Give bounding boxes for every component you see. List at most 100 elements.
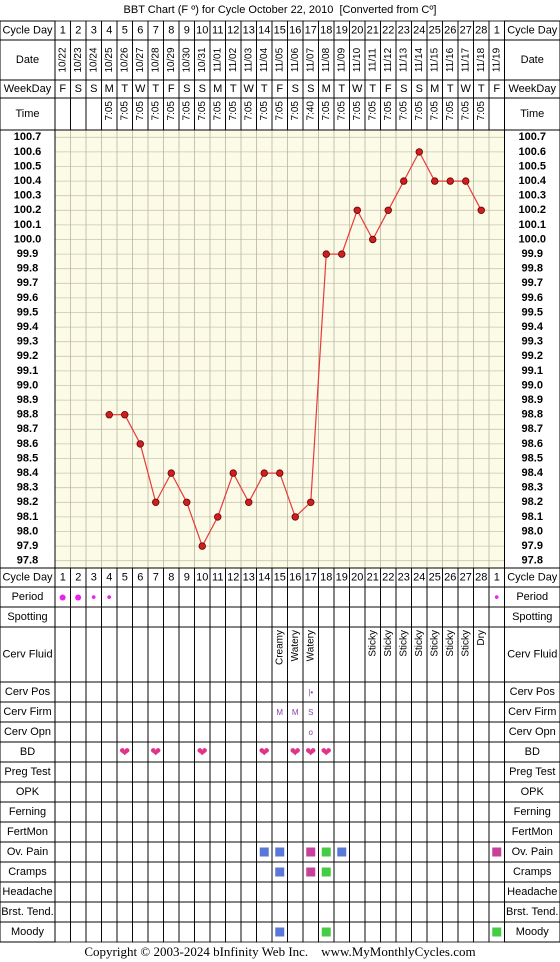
row-label: Cycle Day <box>507 24 558 36</box>
row-label: Cycle Day <box>507 571 558 583</box>
y-tick-label: 100.5 <box>14 160 42 172</box>
date-label: 10/30 <box>181 47 192 72</box>
cycle_day-label: 23 <box>398 571 410 583</box>
weekday-label: W <box>135 83 146 95</box>
y-tick-label: 99.5 <box>17 306 38 318</box>
weekday-label: T <box>230 83 237 95</box>
cycle_day-label: 5 <box>122 571 128 583</box>
cycle_day-label: 1 <box>494 571 500 583</box>
date-label: 10/22 <box>57 47 68 72</box>
date-label: 11/11 <box>367 48 378 72</box>
y-tick-label: 98.9 <box>17 394 38 406</box>
time-label: 7:05 <box>321 101 332 121</box>
date-label: 10/29 <box>166 47 177 72</box>
weekday-label: S <box>183 83 190 95</box>
time-label: 7:05 <box>367 101 378 121</box>
cycle_day-label: 16 <box>289 24 301 36</box>
row-label: Cerv Pos <box>510 686 556 698</box>
y-tick-label: 100.4 <box>518 175 546 187</box>
y-tick-label: 99.7 <box>522 277 543 289</box>
weekday-label: M <box>105 83 114 95</box>
y-tick-label: 98.0 <box>522 525 543 537</box>
label-cell <box>504 626 560 683</box>
date-label: 11/15 <box>429 47 440 72</box>
time-label: 7:05 <box>274 101 285 121</box>
row-label: OPK <box>521 786 545 798</box>
y-tick-label: 97.9 <box>17 540 38 552</box>
y-tick-label: 99.3 <box>17 336 38 348</box>
symptom-marker <box>259 847 269 857</box>
weekday-label: T <box>152 83 159 95</box>
row-label: Spotting <box>512 611 552 623</box>
y-tick-label: 97.8 <box>522 555 543 567</box>
y-tick-label: 98.2 <box>522 496 543 508</box>
cycle_day-label: 8 <box>168 24 174 36</box>
footer: Copyright © 2003-2024 bInfinity Web Inc.… <box>84 944 475 959</box>
y-tick-label: 99.7 <box>17 277 38 289</box>
plot-border <box>54 129 505 569</box>
cycle_day-label: 6 <box>137 571 143 583</box>
symptom-marker <box>306 847 316 857</box>
y-tick-label: 100.1 <box>14 219 42 231</box>
y-tick-label: 100.7 <box>518 131 546 143</box>
record-text: Creamy <box>274 630 285 665</box>
row-label: Date <box>16 54 39 66</box>
time-label: 7:05 <box>414 101 425 121</box>
y-tick-label: 99.9 <box>17 248 38 260</box>
date-label: 11/12 <box>383 47 394 72</box>
cycle_day-label: 15 <box>274 24 286 36</box>
y-tick-label: 99.5 <box>522 306 543 318</box>
y-tick-label: 99.0 <box>522 379 543 391</box>
y-tick-label: 99.9 <box>522 248 543 260</box>
row-label: Cerv Firm <box>3 706 51 718</box>
cycle_day-label: 5 <box>122 24 128 36</box>
cycle_day-label: 12 <box>227 24 239 36</box>
time-label: 7:05 <box>336 101 347 121</box>
time-label: 7:05 <box>197 101 208 121</box>
time-label: 7:05 <box>212 101 223 121</box>
cell <box>488 921 505 943</box>
weekday-label: W <box>352 83 363 95</box>
date-label: 11/18 <box>476 47 487 72</box>
weekday-label: M <box>322 83 331 95</box>
row-label: Moody <box>11 926 45 938</box>
date-label: 11/05 <box>274 47 285 72</box>
date-label: 11/16 <box>445 47 456 72</box>
cycle_day-label: 20 <box>351 571 363 583</box>
y-tick-label: 100.3 <box>518 190 546 202</box>
row-label: WeekDay <box>4 83 52 95</box>
cycle_day-label: 24 <box>413 24 425 36</box>
y-tick-label: 100.2 <box>14 204 42 216</box>
cycle_day-label: 19 <box>336 24 348 36</box>
weekday-label: S <box>75 83 82 95</box>
y-tick-label: 98.8 <box>17 409 38 421</box>
symptom-marker <box>321 867 331 877</box>
weekday-label: W <box>461 83 472 95</box>
date-label: 10/24 <box>88 47 99 72</box>
cycle_day-label: 10 <box>196 571 208 583</box>
y-tick-label: 100.2 <box>518 204 546 216</box>
cycle_day-label: 28 <box>475 24 487 36</box>
time-label: 7:40 <box>305 101 316 121</box>
row-label: Cerv Pos <box>5 686 51 698</box>
cycle_day-label: 17 <box>305 24 317 36</box>
date-label: 11/01 <box>212 47 223 72</box>
cycle_day-label: 21 <box>367 571 379 583</box>
row-label: FertMon <box>7 826 48 838</box>
temperature-point <box>291 513 299 521</box>
y-tick-label: 98.5 <box>17 452 38 464</box>
record-symbol: • <box>91 589 96 605</box>
cycle_day-label: 13 <box>243 24 255 36</box>
cycle_day-label: 9 <box>184 571 190 583</box>
symptom-marker <box>337 847 347 857</box>
temperature-point <box>260 469 268 477</box>
row-label: Headache <box>507 886 557 898</box>
row-label: Preg Test <box>4 766 50 778</box>
record-symbol: ● <box>74 589 82 605</box>
weekday-label: F <box>59 83 66 95</box>
y-tick-label: 100.1 <box>518 219 546 231</box>
y-tick-label: 98.4 <box>522 467 544 479</box>
temperature-point <box>446 177 454 185</box>
temperature-point <box>369 235 377 244</box>
date-label: 11/19 <box>491 47 502 72</box>
